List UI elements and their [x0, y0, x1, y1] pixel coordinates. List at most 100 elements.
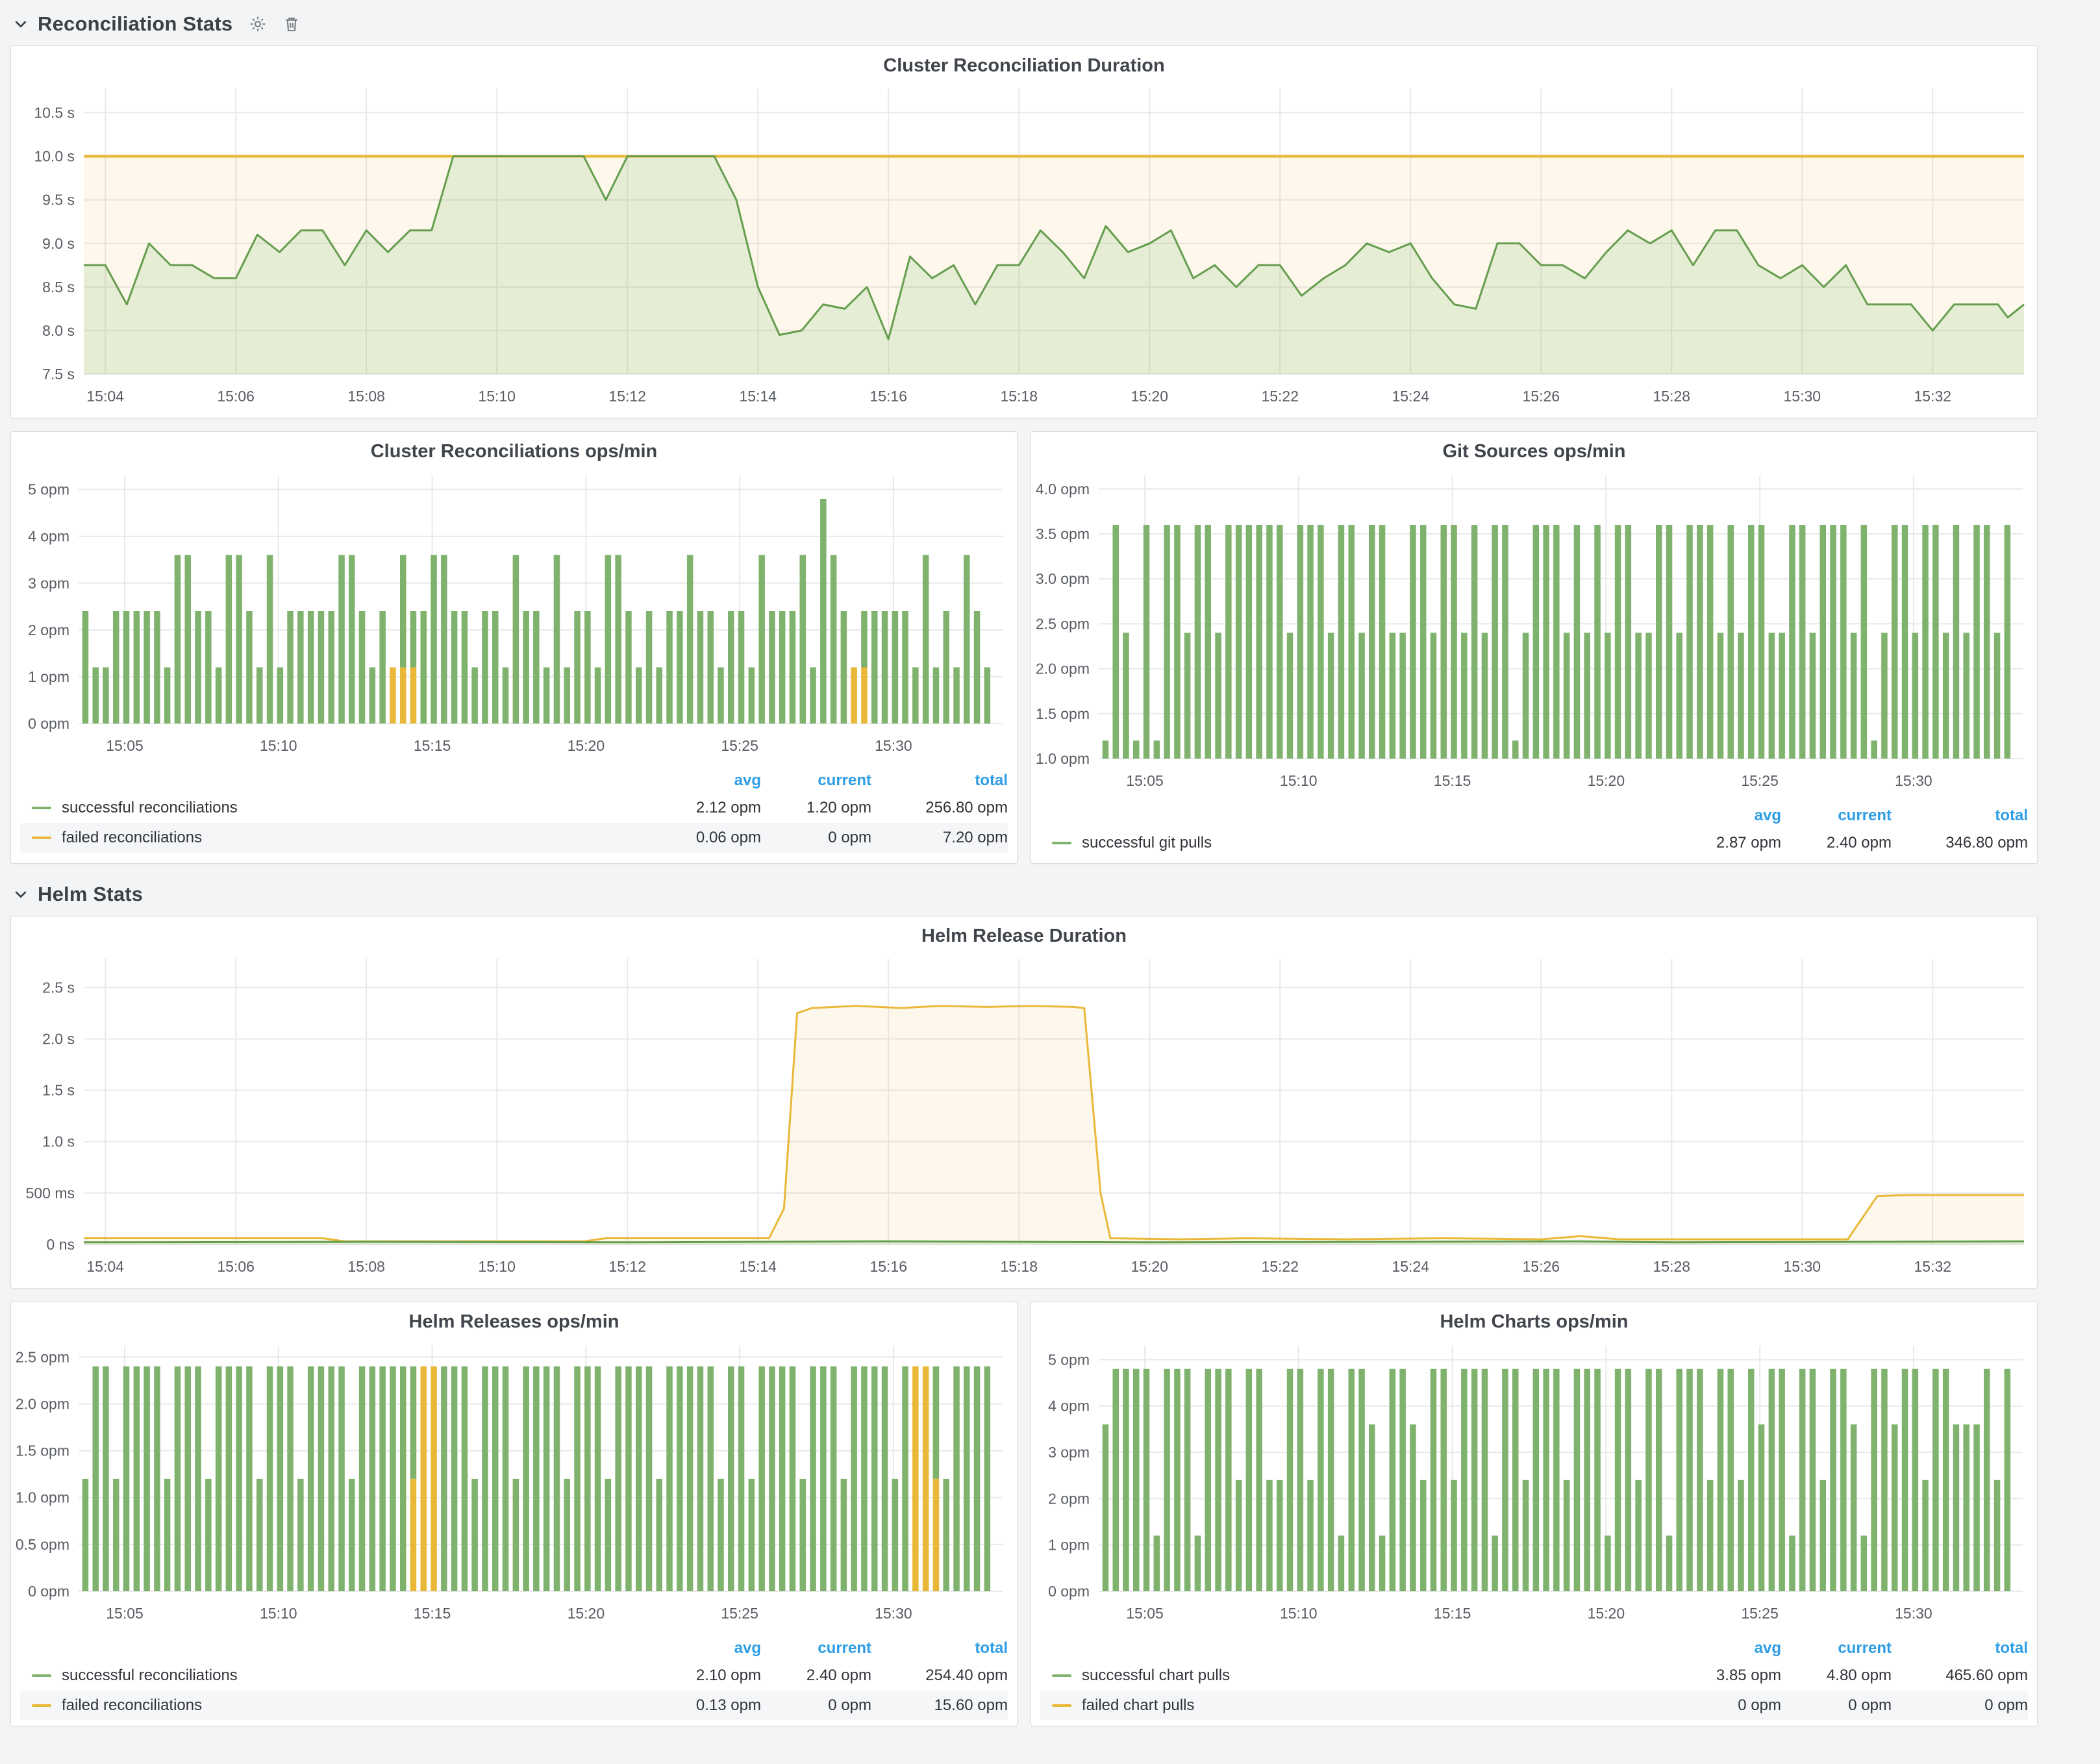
series-color-dash [32, 837, 51, 839]
legend-col-current[interactable]: current [818, 1639, 871, 1657]
panel-title[interactable]: Helm Release Duration [921, 926, 1127, 946]
x-tick-label: 15:30 [875, 1605, 912, 1622]
x-tick-label: 15:05 [106, 737, 144, 754]
legend-value-total: 254.40 opm [925, 1667, 1008, 1684]
legend-value-avg: 2.87 opm [1716, 834, 1781, 851]
series-line[interactable] [83, 1240, 2025, 1244]
x-tick-label: 15:20 [1588, 1605, 1625, 1622]
chevron-down-icon[interactable] [13, 16, 29, 32]
legend-col-avg[interactable]: avg [734, 1639, 761, 1657]
legend-col-avg[interactable]: avg [734, 772, 761, 789]
cluster-reconciliation-duration-chart[interactable]: 7.5 s 8.0 s 8.5 s 9.0 s 9.5 s 10.0 s 10.5 s 15:… [11, 79, 2036, 414]
panel-title[interactable]: Git Sources ops/min [1442, 441, 1626, 462]
section-header-helm-stats[interactable]: Helm Stats [13, 879, 2038, 909]
y-tick-label: 1.5 s [42, 1082, 75, 1099]
legend-series-label[interactable]: successful chart pulls [1082, 1667, 1231, 1684]
y-tick-label: 3.5 opm [1036, 525, 1090, 542]
series-line[interactable] [84, 1005, 2024, 1242]
git-sources-ops-chart[interactable]: 1.0 opm 1.5 opm 2.0 opm 2.5 opm 3.0 opm 3.5 o… [1031, 465, 2037, 798]
legend-value-total: 15.60 opm [934, 1696, 1008, 1714]
y-tick-label: 10.5 s [34, 105, 75, 121]
legend: avg current total successful git pulls 2.87 … [1031, 801, 2037, 863]
legend-series-label[interactable]: successful reconciliations [62, 799, 238, 816]
section-title[interactable]: Helm Stats [38, 883, 144, 905]
legend-row: successful chart pulls 3.85 opm 4.80 opm 46… [1040, 1661, 2028, 1691]
y-tick-label: 2.0 opm [16, 1395, 69, 1412]
successful-git-pulls-bars[interactable] [1102, 525, 2011, 759]
x-tick-label: 15:15 [1434, 1605, 1471, 1622]
chevron-down-icon[interactable] [13, 887, 29, 902]
failed-reconciliations-bars[interactable] [410, 1366, 940, 1591]
legend-series-label[interactable]: failed chart pulls [1082, 1696, 1195, 1714]
legend-col-current[interactable]: current [1838, 1639, 1892, 1657]
legend-value-total: 256.80 opm [925, 799, 1008, 816]
legend-series-label[interactable]: failed reconciliations [62, 1696, 203, 1714]
x-tick-label: 15:10 [478, 1258, 516, 1275]
x-tick-label: 15:20 [1131, 1258, 1168, 1275]
legend-col-total[interactable]: total [1995, 807, 2028, 824]
y-tick-label: 2.5 opm [1036, 615, 1090, 632]
panel-helm-releases-ops: Helm Releases ops/min 0 opm 0.5 opm 1.0 op… [10, 1302, 1018, 1726]
legend-col-total[interactable]: total [975, 772, 1008, 789]
legend-series-label[interactable]: failed reconciliations [62, 829, 203, 846]
x-tick-label: 15:22 [1261, 1258, 1299, 1275]
x-tick-label: 15:14 [739, 1258, 777, 1275]
helm-release-duration-chart[interactable]: 0 ns 500 ms 1.0 s 1.5 s 2.0 s 2.5 s 15:04 15:06… [11, 950, 2036, 1285]
failed-reconciliations-bars[interactable] [390, 667, 868, 724]
legend-col-current[interactable]: current [818, 772, 871, 789]
x-tick-label: 15:10 [1280, 1605, 1318, 1622]
series-color-dash [1052, 1704, 1071, 1707]
successful-reconciliations-bars[interactable] [82, 1366, 991, 1591]
x-tick-label: 15:16 [869, 1258, 907, 1275]
legend-col-total[interactable]: total [1995, 1639, 2028, 1657]
x-tick-label: 15:12 [608, 1258, 646, 1275]
series-color-dash [32, 1674, 51, 1677]
x-tick-label: 15:25 [721, 737, 758, 754]
y-tick-label: 1.5 opm [1036, 705, 1090, 722]
section-title[interactable]: Reconciliation Stats [38, 12, 233, 35]
legend-col-avg[interactable]: avg [1754, 1639, 1781, 1657]
helm-releases-ops-chart[interactable]: 0 opm 0.5 opm 1.0 opm 1.5 opm 2.0 opm 2.5 opm… [11, 1335, 1017, 1630]
legend-stats-header: avg current total [1040, 803, 2028, 828]
panel-title[interactable]: Helm Charts ops/min [1440, 1311, 1629, 1332]
legend: avg current total successful chart pulls 3.8… [1031, 1633, 2037, 1726]
x-tick-label: 15:05 [1126, 772, 1164, 789]
cluster-reconciliations-ops-chart[interactable]: 0 opm 1 opm 2 opm 3 opm 4 opm 5 opm 15:05 15:10… [11, 465, 1017, 762]
y-tick-label: 4 opm [28, 528, 69, 545]
legend-value-avg: 2.10 opm [695, 1667, 761, 1684]
section-header-reconciliation-stats[interactable]: Reconciliation Stats [13, 9, 2038, 39]
y-tick-label: 2 opm [1048, 1490, 1090, 1507]
x-tick-label: 15:30 [1784, 388, 1821, 405]
panel-title[interactable]: Helm Releases ops/min [408, 1311, 619, 1332]
y-tick-label: 1.0 opm [16, 1489, 69, 1506]
legend-value-total: 465.60 opm [1945, 1667, 2028, 1684]
x-tick-label: 15:10 [478, 388, 516, 405]
trash-icon[interactable] [282, 14, 301, 34]
x-tick-label: 15:32 [1914, 388, 1952, 405]
series-fill [84, 1005, 2024, 1244]
legend-value-current: 0 opm [828, 829, 871, 846]
legend-row: failed reconciliations 0.13 opm 0 opm 15.60… [20, 1691, 1008, 1720]
series-line[interactable] [84, 155, 2025, 340]
x-tick-label: 15:20 [568, 1605, 605, 1622]
legend-value-avg: 2.12 opm [695, 799, 761, 816]
successful-reconciliations-bars[interactable] [82, 499, 991, 724]
legend: avg current total successful reconciliation… [11, 1633, 1017, 1726]
panel-title[interactable]: Cluster Reconciliations ops/min [370, 441, 658, 462]
legend-series-label[interactable]: successful git pulls [1082, 834, 1212, 851]
legend-col-total[interactable]: total [975, 1639, 1008, 1657]
x-tick-label: 15:10 [1280, 772, 1318, 789]
y-tick-label: 3 opm [28, 575, 69, 592]
legend-value-total: 346.80 opm [1945, 834, 2028, 851]
x-tick-label: 15:12 [608, 388, 646, 405]
successful-chart-pulls-bars[interactable] [1102, 1368, 2011, 1591]
legend-series-label[interactable]: successful reconciliations [62, 1667, 238, 1684]
gear-icon[interactable] [248, 14, 268, 34]
legend-col-current[interactable]: current [1838, 807, 1892, 824]
x-tick-label: 15:14 [739, 388, 777, 405]
legend-col-avg[interactable]: avg [1754, 807, 1781, 824]
y-tick-label: 9.0 s [42, 235, 75, 252]
legend-row: successful reconciliations 2.10 opm 2.40 o… [20, 1661, 1008, 1691]
panel-title[interactable]: Cluster Reconciliation Duration [883, 55, 1165, 76]
helm-charts-ops-chart[interactable]: 0 opm 1 opm 2 opm 3 opm 4 opm 5 opm 15:05 15:10… [1031, 1335, 2037, 1630]
